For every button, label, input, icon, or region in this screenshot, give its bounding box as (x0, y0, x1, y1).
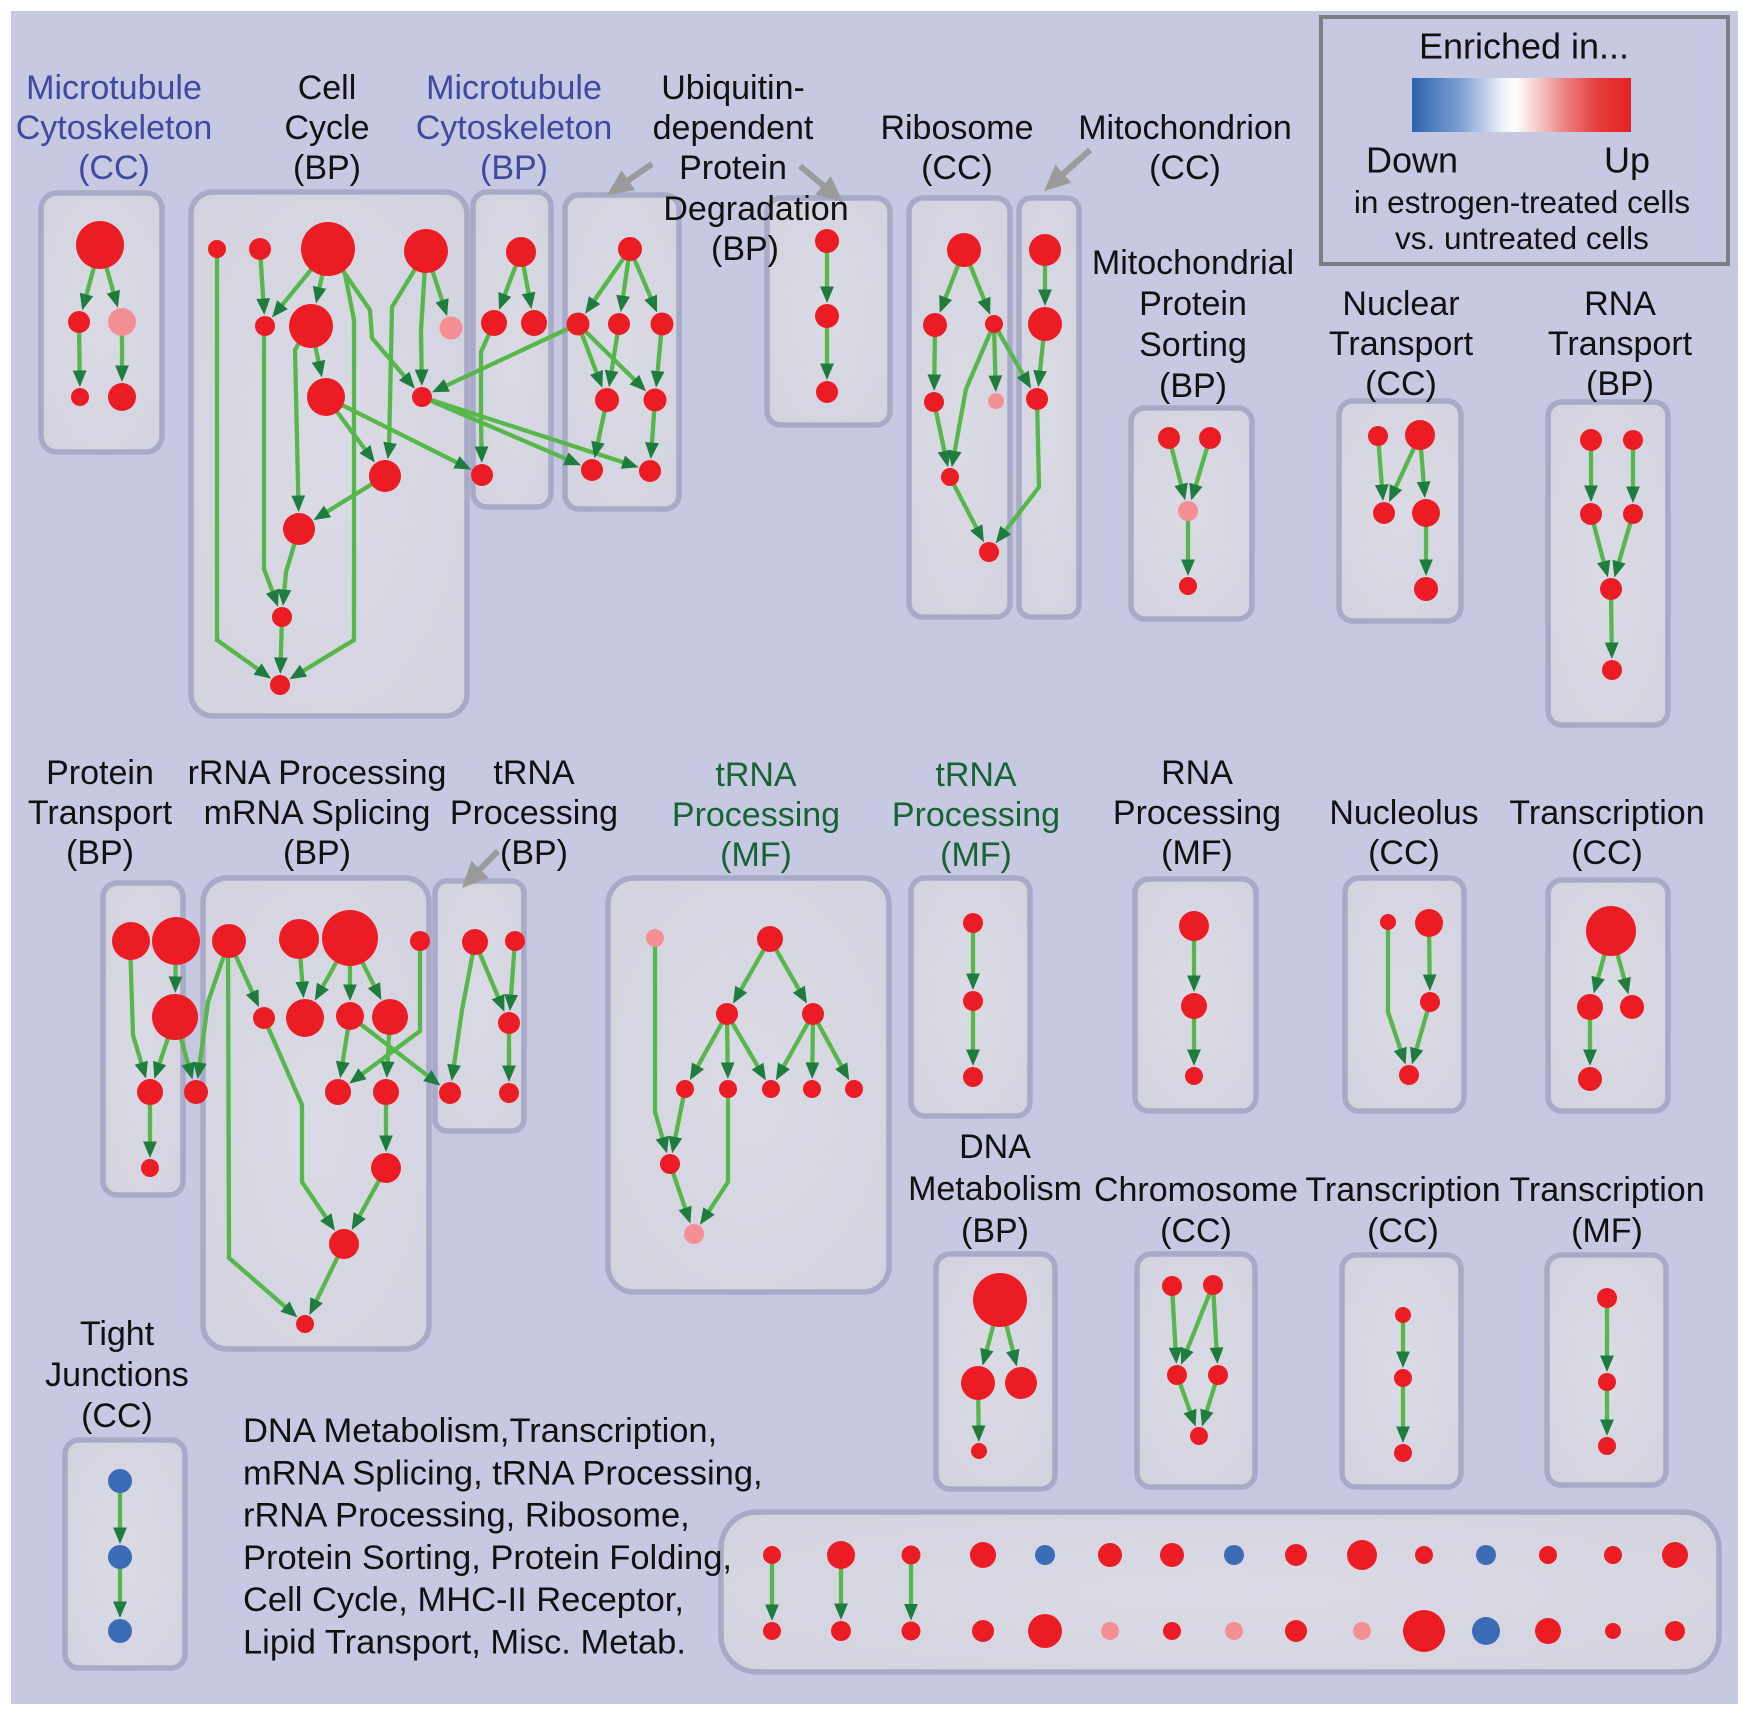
svg-text:Processing: Processing (892, 796, 1060, 834)
svg-text:Protein: Protein (1139, 285, 1247, 323)
svg-text:Nucleolus: Nucleolus (1329, 794, 1478, 832)
svg-text:mRNA Splicing: mRNA Splicing (204, 794, 431, 832)
svg-text:Microtubule: Microtubule (26, 69, 202, 107)
svg-text:mRNA Splicing, tRNA Processing: mRNA Splicing, tRNA Processing, (243, 1454, 763, 1492)
svg-text:Cell: Cell (298, 69, 357, 107)
svg-text:rRNA Processing: rRNA Processing (188, 754, 447, 792)
svg-text:(CC): (CC) (1160, 1212, 1232, 1250)
svg-text:Junctions: Junctions (45, 1356, 189, 1394)
svg-text:Protein: Protein (679, 149, 787, 187)
svg-text:Lipid Transport, Misc. Metab.: Lipid Transport, Misc. Metab. (243, 1624, 686, 1662)
svg-text:Cytoskeleton: Cytoskeleton (16, 109, 213, 147)
svg-text:DNA Metabolism,Transcription,: DNA Metabolism,Transcription, (243, 1412, 717, 1450)
svg-text:Down: Down (1366, 140, 1458, 181)
svg-text:(CC): (CC) (1367, 1212, 1439, 1250)
svg-text:in estrogen-treated cells: in estrogen-treated cells (1354, 184, 1690, 220)
svg-text:Transcription: Transcription (1509, 794, 1704, 832)
svg-text:(CC): (CC) (921, 149, 993, 187)
svg-text:Transcription: Transcription (1305, 1171, 1500, 1209)
svg-text:Cell Cycle, MHC-II Receptor,: Cell Cycle, MHC-II Receptor, (243, 1581, 684, 1619)
svg-text:RNA: RNA (1584, 285, 1656, 323)
svg-text:(BP): (BP) (293, 149, 361, 187)
svg-text:(BP): (BP) (283, 834, 351, 872)
svg-text:(MF): (MF) (720, 836, 792, 874)
svg-text:vs. untreated cells: vs. untreated cells (1395, 220, 1649, 256)
svg-text:tRNA: tRNA (935, 756, 1017, 794)
svg-text:rRNA Processing, Ribosome,: rRNA Processing, Ribosome, (243, 1497, 690, 1535)
svg-text:Processing: Processing (672, 796, 840, 834)
svg-text:Transport: Transport (28, 794, 173, 832)
svg-text:dependent: dependent (653, 109, 814, 147)
svg-text:Nuclear: Nuclear (1342, 285, 1459, 323)
svg-text:RNA: RNA (1161, 754, 1233, 792)
svg-text:Transport: Transport (1329, 325, 1474, 363)
svg-text:(BP): (BP) (66, 834, 134, 872)
svg-text:(MF): (MF) (1161, 834, 1233, 872)
svg-text:Ribosome: Ribosome (880, 109, 1033, 147)
svg-text:(MF): (MF) (1571, 1212, 1643, 1250)
svg-text:Mitochondrion: Mitochondrion (1078, 109, 1292, 147)
svg-text:(BP): (BP) (961, 1212, 1029, 1250)
svg-text:Metabolism: Metabolism (908, 1170, 1082, 1208)
svg-text:(CC): (CC) (81, 1397, 153, 1435)
svg-text:Mitochondrial: Mitochondrial (1092, 244, 1294, 282)
svg-text:(CC): (CC) (1571, 834, 1643, 872)
svg-text:Protein Sorting, Protein Foldi: Protein Sorting, Protein Folding, (243, 1539, 732, 1577)
svg-text:(BP): (BP) (1159, 367, 1227, 405)
svg-text:(BP): (BP) (500, 834, 568, 872)
svg-text:(BP): (BP) (1586, 365, 1654, 403)
svg-text:(BP): (BP) (711, 230, 779, 268)
svg-text:Degradation: Degradation (663, 190, 848, 228)
svg-text:Ubiquitin-: Ubiquitin- (661, 69, 805, 107)
svg-text:Enriched in...: Enriched in... (1419, 26, 1629, 67)
svg-text:(MF): (MF) (940, 836, 1012, 874)
svg-text:Protein: Protein (46, 754, 154, 792)
svg-text:(CC): (CC) (1368, 834, 1440, 872)
svg-text:tRNA: tRNA (715, 756, 797, 794)
svg-text:Processing: Processing (450, 794, 618, 832)
svg-text:Transcription: Transcription (1509, 1171, 1704, 1209)
svg-text:Processing: Processing (1113, 794, 1281, 832)
svg-text:Chromosome: Chromosome (1094, 1171, 1298, 1209)
svg-text:Up: Up (1604, 140, 1650, 181)
svg-text:(CC): (CC) (78, 149, 150, 187)
svg-text:(BP): (BP) (480, 149, 548, 187)
svg-text:DNA: DNA (959, 1128, 1031, 1166)
svg-text:(CC): (CC) (1149, 149, 1221, 187)
svg-text:Tight: Tight (80, 1315, 155, 1353)
svg-text:Cytoskeleton: Cytoskeleton (416, 109, 613, 147)
svg-text:tRNA: tRNA (493, 754, 575, 792)
svg-text:Microtubule: Microtubule (426, 69, 602, 107)
svg-text:(CC): (CC) (1365, 365, 1437, 403)
svg-text:Sorting: Sorting (1139, 326, 1247, 364)
svg-text:Cycle: Cycle (284, 109, 369, 147)
svg-text:Transport: Transport (1548, 325, 1693, 363)
